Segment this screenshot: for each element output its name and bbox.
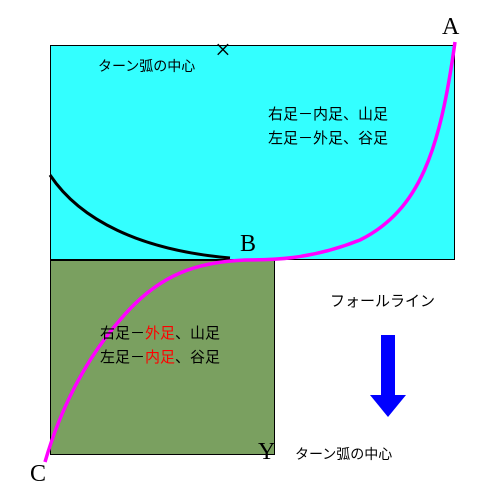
upper-line1-post: 、山足 — [343, 106, 388, 123]
lower-line2-pre: 左足－ — [100, 349, 145, 366]
point-a-label: A — [442, 14, 459, 41]
point-b-label: B — [240, 231, 256, 258]
upper-line1-pre: 右足－ — [268, 106, 313, 123]
lower-line1-em: 外足 — [145, 325, 175, 342]
lower-center-label: ターン弧の中心 — [295, 444, 392, 464]
upper-line2-post: 、谷足 — [343, 130, 388, 147]
lower-line1-pre: 右足－ — [100, 325, 145, 342]
upper-text-block: 右足－内足、山足 左足－外足、谷足 — [268, 103, 388, 151]
upper-line1: 右足－内足、山足 — [268, 103, 388, 127]
fall-line-label: フォールライン — [330, 290, 435, 311]
lower-line2: 左足－内足、谷足 — [100, 346, 220, 370]
point-c-label: C — [30, 461, 46, 488]
lower-text-block: 右足－外足、山足 左足－内足、谷足 — [100, 322, 220, 370]
upper-center-label: ターン弧の中心 — [98, 56, 195, 76]
upper-line2: 左足－外足、谷足 — [268, 127, 388, 151]
lower-line2-em: 内足 — [145, 349, 175, 366]
lower-line1: 右足－外足、山足 — [100, 322, 220, 346]
upper-line2-em: 外足 — [313, 130, 343, 147]
lower-line1-post: 、山足 — [175, 325, 220, 342]
cross-mark-icon: × — [215, 35, 231, 67]
diagram-container: × A B C Y ターン弧の中心 ターン弧の中心 右足－内足、山足 左足－外足… — [0, 0, 500, 500]
upper-line1-em: 内足 — [313, 106, 343, 123]
lower-line2-post: 、谷足 — [175, 349, 220, 366]
upper-rect — [50, 45, 455, 260]
fall-line-arrow — [370, 335, 406, 417]
upper-line2-pre: 左足－ — [268, 130, 313, 147]
point-y-label: Y — [258, 439, 275, 466]
